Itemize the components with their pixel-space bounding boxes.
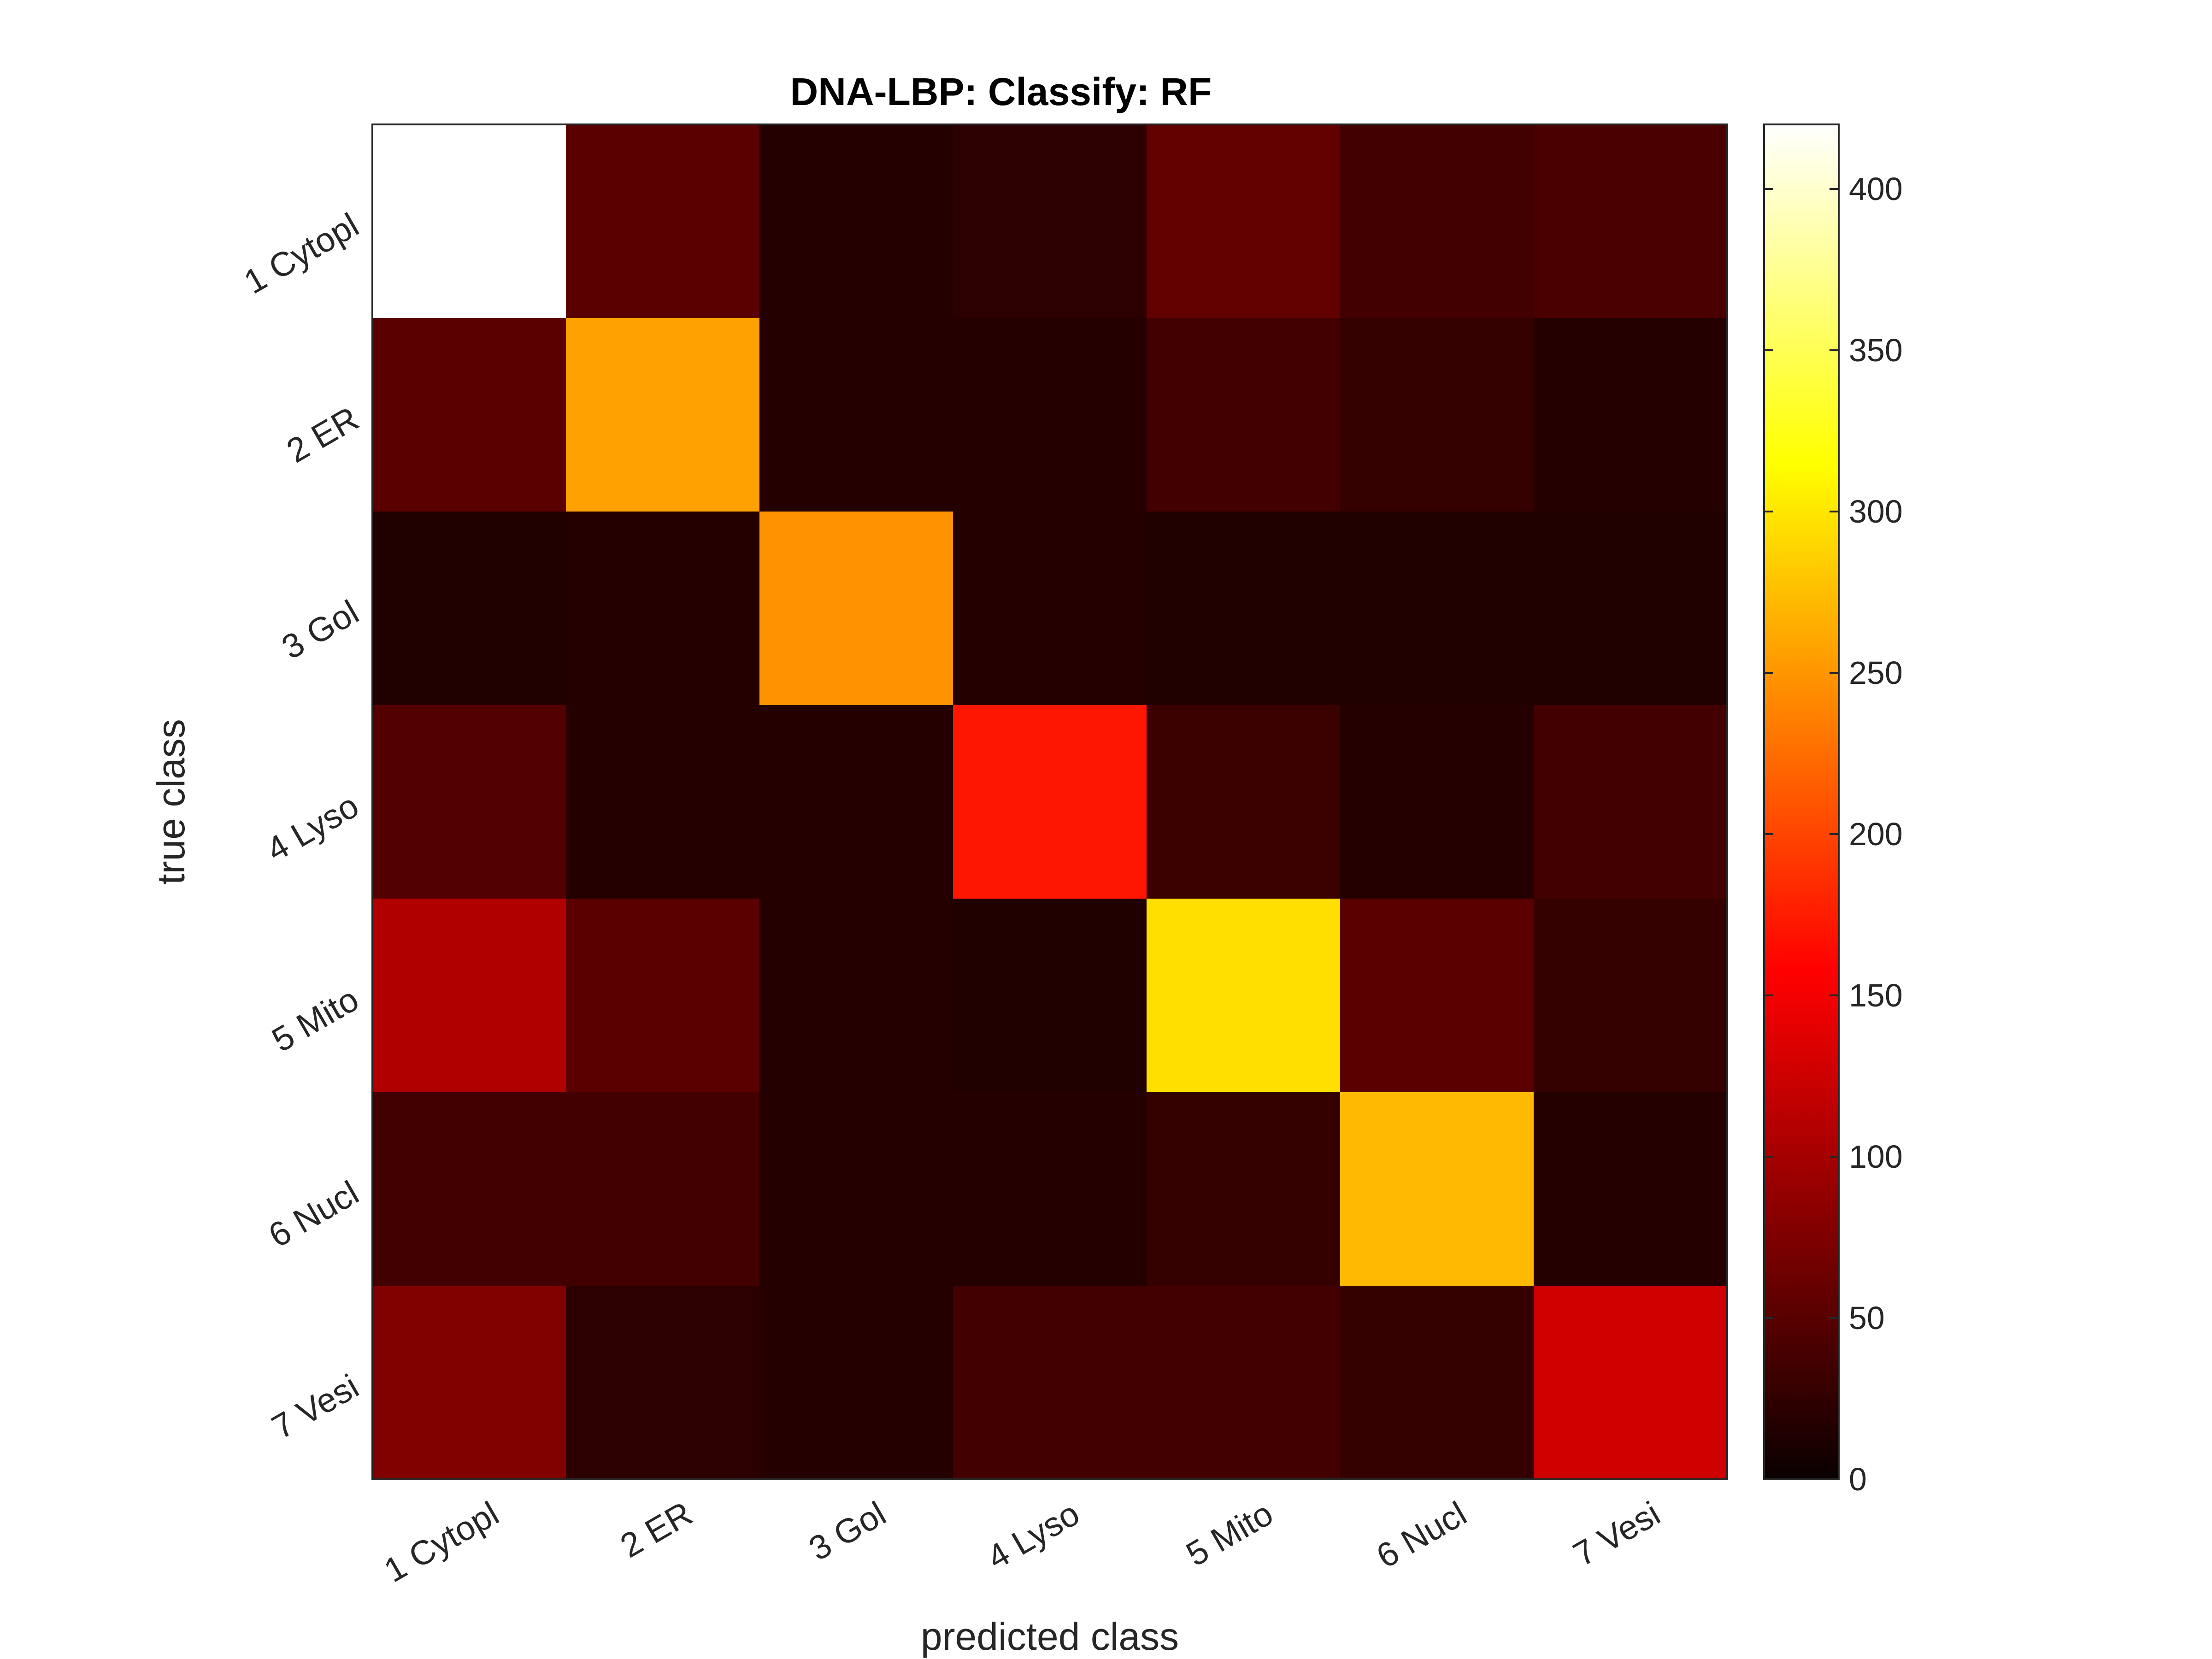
colorbar-ticks: 0 50 100 150 200 250 300 350 400: [1764, 171, 1903, 1497]
heatmap-cell-6-6: [1340, 1092, 1534, 1286]
colorbar-tick-label: 150: [1849, 977, 1903, 1013]
x-tick-label: 3 Gol: [802, 1494, 892, 1568]
colorbar-tick-label: 50: [1849, 1300, 1885, 1336]
heatmap-cell-3-4: [953, 512, 1147, 706]
colorbar-tick-label: 0: [1849, 1461, 1867, 1497]
heatmap-cell-2-7: [1534, 318, 1728, 512]
x-tick-label: 1 Cytopl: [377, 1494, 505, 1590]
x-axis-label: predicted class: [921, 1615, 1179, 1658]
heatmap-cell-6-3: [759, 1092, 953, 1286]
heatmap-cell-1-6: [1340, 124, 1534, 318]
heatmap-cell-2-3: [759, 318, 953, 512]
x-tick-label: 2 ER: [614, 1494, 699, 1565]
heatmap-cell-6-1: [372, 1092, 566, 1286]
heatmap-cell-7-1: [372, 1286, 566, 1480]
heatmap-cell-2-2: [566, 318, 760, 512]
colorbar-tick-label: 300: [1849, 494, 1903, 529]
heatmap-cell-4-7: [1534, 705, 1728, 899]
colorbar-gradient: [1763, 124, 1840, 1480]
colorbar-tick-label: 350: [1849, 332, 1903, 368]
y-tick-label: 4 Lyso: [260, 786, 365, 869]
heatmap-cell-4-6: [1340, 705, 1534, 899]
y-axis-label: true class: [149, 719, 193, 884]
heatmap-cell-1-3: [759, 124, 953, 318]
heatmap-cell-5-1: [372, 899, 566, 1093]
heatmap-cell-6-7: [1534, 1092, 1728, 1286]
y-tick-label: 3 Gol: [275, 593, 365, 666]
heatmap-cell-4-2: [566, 705, 760, 899]
heatmap-cell-1-4: [953, 124, 1147, 318]
heatmap-cell-3-6: [1340, 512, 1534, 706]
heatmap-cell-2-5: [1147, 318, 1341, 512]
heatmap-cell-5-2: [566, 899, 760, 1093]
chart-title: DNA-LBP: Classify: RF: [790, 70, 1212, 113]
colorbar-tick-label: 200: [1849, 816, 1903, 852]
heatmap-cell-6-5: [1147, 1092, 1341, 1286]
heatmap-cell-4-5: [1147, 705, 1341, 899]
x-tick-labels: 1 Cytopl 2 ER 3 Gol 4 Lyso 5 Mito 6 Nucl 7 Ves…: [377, 1494, 1666, 1590]
heatmap-cell-2-6: [1340, 318, 1534, 512]
heatmap-cell-2-4: [953, 318, 1147, 512]
colorbar-tick-label: 400: [1849, 171, 1903, 207]
heatmap-cell-5-7: [1534, 899, 1728, 1093]
heatmap-cell-1-1: [372, 124, 566, 318]
heatmap-cell-7-7: [1534, 1286, 1728, 1480]
x-tick-label: 7 Vesi: [1567, 1494, 1666, 1574]
heatmap-cell-1-5: [1147, 124, 1341, 318]
heatmap-cell-4-3: [759, 705, 953, 899]
y-tick-label: 5 Mito: [265, 980, 365, 1059]
heatmap-cell-3-3: [759, 512, 953, 706]
heatmap-cell-1-7: [1534, 124, 1728, 318]
heatmap-cell-1-2: [566, 124, 760, 318]
colorbar: 0 50 100 150 200 250 300 350 400: [1763, 124, 1903, 1497]
heatmap-cell-5-6: [1340, 899, 1534, 1093]
heatmap-cell-7-4: [953, 1286, 1147, 1480]
heatmap-cell-6-2: [566, 1092, 760, 1286]
x-tick-label: 4 Lyso: [981, 1494, 1086, 1577]
x-tick-label: 5 Mito: [1180, 1494, 1279, 1574]
heatmap-cell-3-2: [566, 512, 760, 706]
y-tick-label: 1 Cytopl: [237, 206, 365, 301]
heatmap-cell-3-1: [372, 512, 566, 706]
heatmap-cell-7-3: [759, 1286, 953, 1480]
y-tick-label: 7 Vesi: [265, 1367, 365, 1447]
heatmap-cell-2-1: [372, 318, 566, 512]
heatmap-cell-7-6: [1340, 1286, 1534, 1480]
heatmap-cell-5-3: [759, 899, 953, 1093]
y-tick-label: 6 Nucl: [262, 1173, 365, 1255]
heatmap-cell-3-7: [1534, 512, 1728, 706]
heatmap-cell-5-5: [1147, 899, 1341, 1093]
heatmap-cells: [372, 124, 1728, 1480]
colorbar-tick-label: 100: [1849, 1139, 1903, 1175]
heatmap-cell-5-4: [953, 899, 1147, 1093]
x-tick-label: 6 Nucl: [1370, 1494, 1473, 1576]
plot-frame: [371, 124, 1728, 1480]
heatmap-cell-7-5: [1147, 1286, 1341, 1480]
y-tick-label: 2 ER: [280, 399, 365, 470]
heatmap-cell-7-2: [566, 1286, 760, 1480]
y-tick-labels: 1 Cytopl 2 ER 3 Gol 4 Lyso 5 Mito 6 Nucl 7 Ves…: [237, 206, 365, 1447]
colorbar-tick-label: 250: [1849, 655, 1903, 691]
heatmap-cell-4-4: [953, 705, 1147, 899]
heatmap-cell-3-5: [1147, 512, 1341, 706]
heatmap-cell-6-4: [953, 1092, 1147, 1286]
heatmap-cell-4-1: [372, 705, 566, 899]
